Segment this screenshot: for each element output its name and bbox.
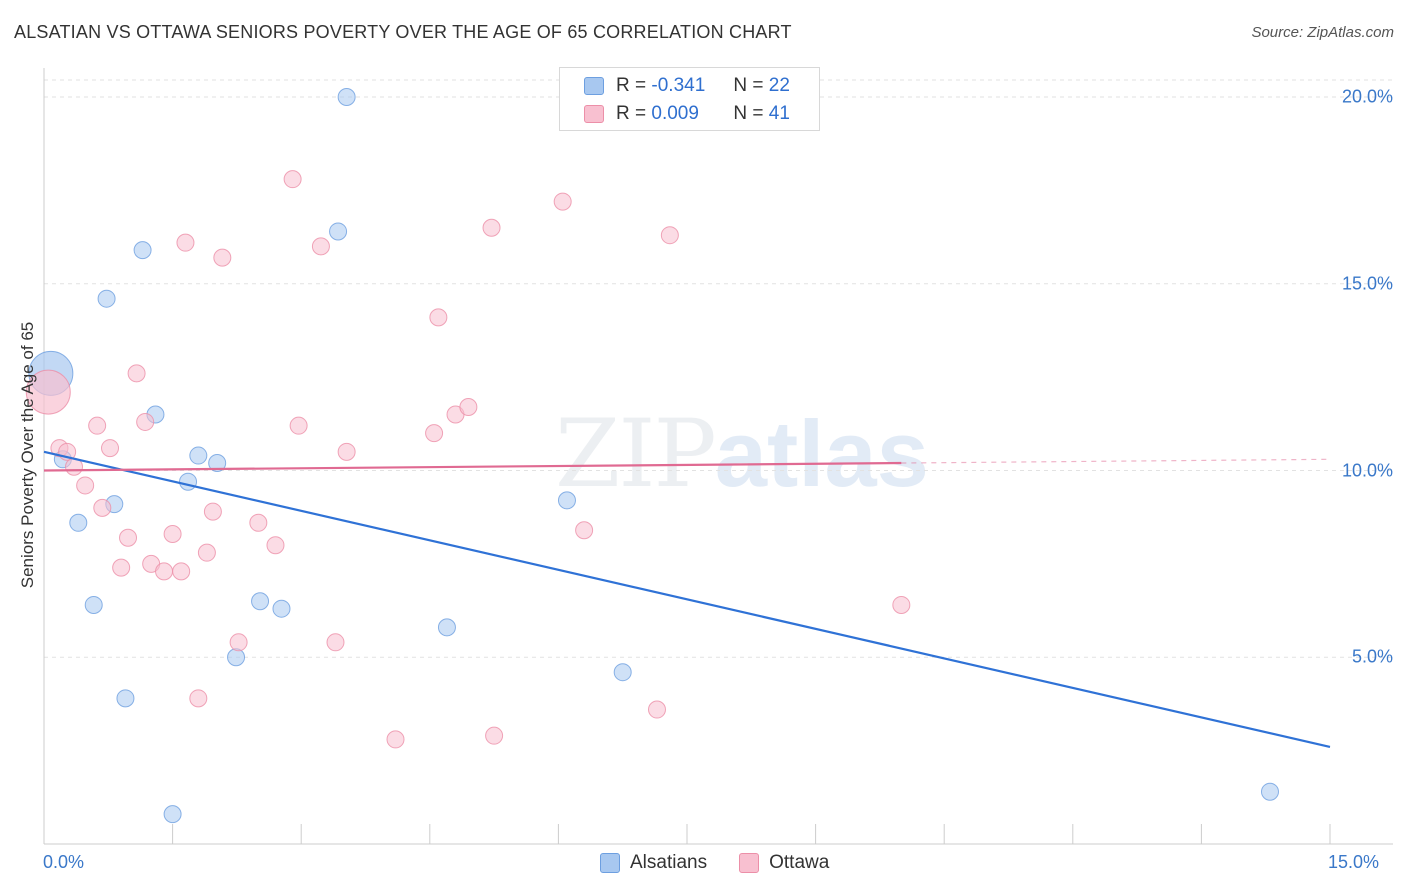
alsatians-point <box>272 599 291 618</box>
ottawa-point <box>155 562 174 581</box>
source-label: Source: ZipAtlas.com <box>1251 24 1394 41</box>
ottawa-point <box>112 558 131 577</box>
legend-swatch-alsatians <box>584 77 604 95</box>
y-tick-label: 20.0% <box>1341 86 1393 107</box>
alsatians-point <box>84 595 103 614</box>
ottawa-point <box>101 439 120 458</box>
alsatians-point <box>613 663 632 682</box>
ottawa-point <box>660 226 679 245</box>
ottawa-point <box>266 536 285 555</box>
alsatians-point <box>133 241 152 260</box>
alsatians-point <box>69 513 88 532</box>
alsatians-point <box>116 689 135 708</box>
ottawa-point <box>127 364 146 383</box>
alsatians-trend-line <box>43 450 1331 748</box>
y-axis-label: Seniors Poverty Over the Age of 65 <box>18 321 37 589</box>
watermark-atlas: atlas <box>714 401 929 506</box>
ottawa-point <box>172 562 191 581</box>
ottawa-point <box>485 726 504 745</box>
alsatians-point <box>227 648 246 667</box>
legend-r-label: R = <box>616 103 647 124</box>
ottawa-point <box>289 416 308 435</box>
correlation-legend: R = -0.341 N = 22 R = 0.009 N = 41 <box>559 67 820 131</box>
ottawa-point <box>229 633 248 652</box>
legend-r-value: -0.341 <box>651 75 706 96</box>
alsatians-point <box>437 618 456 637</box>
y-tick-label: 10.0% <box>1341 460 1393 480</box>
ottawa-point <box>213 248 232 267</box>
alsatians-point <box>208 454 227 473</box>
alsatians-point <box>337 88 356 106</box>
legend-row-alsatians: R = -0.341 N = 22 <box>584 73 790 99</box>
ottawa-point <box>311 237 330 256</box>
alsatians-point <box>251 592 270 611</box>
chart-title: ALSATIAN VS OTTAWA SENIORS POVERTY OVER … <box>14 22 792 42</box>
ottawa-point <box>429 308 448 327</box>
ottawa-point <box>176 233 195 252</box>
ottawa-point <box>386 730 405 749</box>
ottawa-point <box>189 689 208 708</box>
legend-r-value: 0.009 <box>651 103 699 124</box>
alsatians-point <box>179 472 198 491</box>
ottawa-point <box>459 398 478 417</box>
x-tick-label-min: 0.0% <box>43 852 85 872</box>
alsatians-point <box>189 446 208 465</box>
alsatians-point <box>97 289 116 308</box>
ottawa-point <box>25 369 71 415</box>
ottawa-point <box>647 700 666 719</box>
legend-r-label: R = <box>616 75 647 96</box>
ottawa-point <box>337 442 356 461</box>
legend-row-ottawa: R = 0.009 N = 41 <box>584 101 790 127</box>
ottawa-trend-line-extension <box>901 458 1331 464</box>
ottawa-point <box>575 521 594 540</box>
ottawa-point <box>482 218 501 237</box>
ottawa-point <box>283 170 302 189</box>
legend-n-label: N = <box>733 103 764 124</box>
ottawa-point <box>892 595 911 614</box>
ottawa-point <box>163 524 182 543</box>
ottawa-point <box>326 633 345 652</box>
ottawa-point <box>88 416 107 435</box>
legend-n-value: 22 <box>768 75 790 96</box>
ottawa-point <box>553 192 572 211</box>
alsatians-point <box>557 491 576 510</box>
series-name-alsatians: Alsatians <box>630 852 708 873</box>
ottawa-trend-line <box>43 461 902 472</box>
x-tick-label-max: 15.0% <box>1328 852 1380 872</box>
ottawa-point <box>136 412 155 431</box>
ottawa-point <box>203 502 222 521</box>
ottawa-point <box>197 543 216 562</box>
y-tick-label: 15.0% <box>1341 273 1393 294</box>
ottawa-point <box>76 476 95 495</box>
ottawa-point <box>425 424 444 443</box>
alsatians-point <box>329 222 348 241</box>
legend-n-label: N = <box>733 75 764 96</box>
legend-n-value: 41 <box>768 103 790 124</box>
watermark-zip: ZIP <box>555 400 717 509</box>
ottawa-point <box>93 498 112 517</box>
ottawa-point <box>249 513 268 532</box>
series-swatch-alsatians <box>600 853 620 873</box>
series-legend-alsatians[interactable]: Alsatians <box>600 852 707 874</box>
series-legend-ottawa[interactable]: Ottawa <box>739 852 829 874</box>
series-legend: Alsatians Ottawa <box>600 852 861 874</box>
ottawa-point <box>119 528 138 547</box>
y-tick-label: 5.0% <box>1351 646 1393 667</box>
alsatians-point <box>163 805 182 824</box>
series-swatch-ottawa <box>739 853 760 873</box>
alsatians-point <box>1260 782 1279 801</box>
series-name-ottawa: Ottawa <box>769 852 830 873</box>
watermark: ZIPatlas <box>555 400 929 509</box>
legend-swatch-ottawa <box>584 105 604 123</box>
